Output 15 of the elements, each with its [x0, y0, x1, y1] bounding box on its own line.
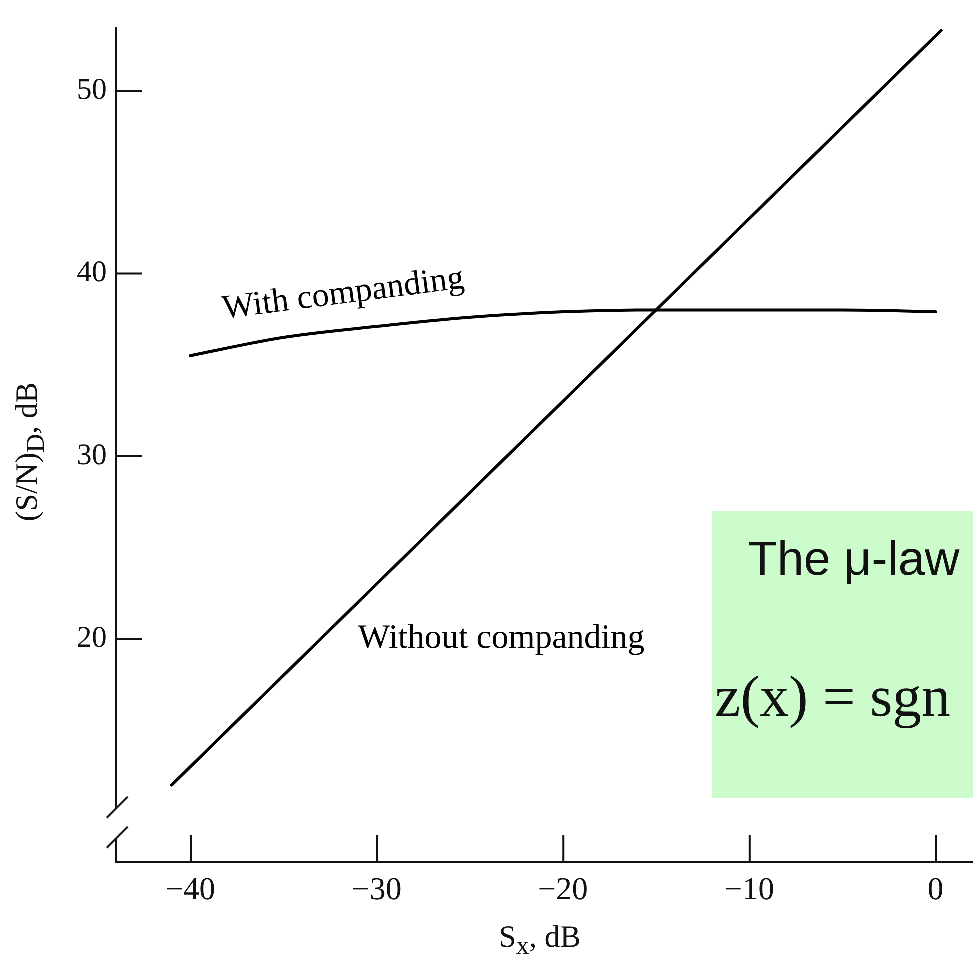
y-tick-label: 40	[77, 256, 107, 289]
x-tick-label: −10	[724, 870, 774, 907]
y-tick-label: 20	[77, 620, 107, 654]
annotation: The μ-law	[748, 533, 960, 586]
x-tick-label: −40	[166, 870, 216, 907]
x-tick-label: −20	[538, 870, 588, 907]
x-tick-label: 0	[928, 870, 944, 907]
x-axis-title: S$_{x}$, dB	[499, 918, 581, 956]
series-label: Without companding	[358, 618, 645, 656]
note-panel: The μ-law z(x) = sgn	[712, 511, 973, 798]
y-tick-label: 30	[77, 438, 107, 472]
text: With companding	[220, 259, 466, 327]
x-tick-label: −30	[352, 870, 402, 907]
y-tick-label: 50	[77, 72, 107, 106]
annotation: z(x) = sgn	[715, 664, 951, 729]
